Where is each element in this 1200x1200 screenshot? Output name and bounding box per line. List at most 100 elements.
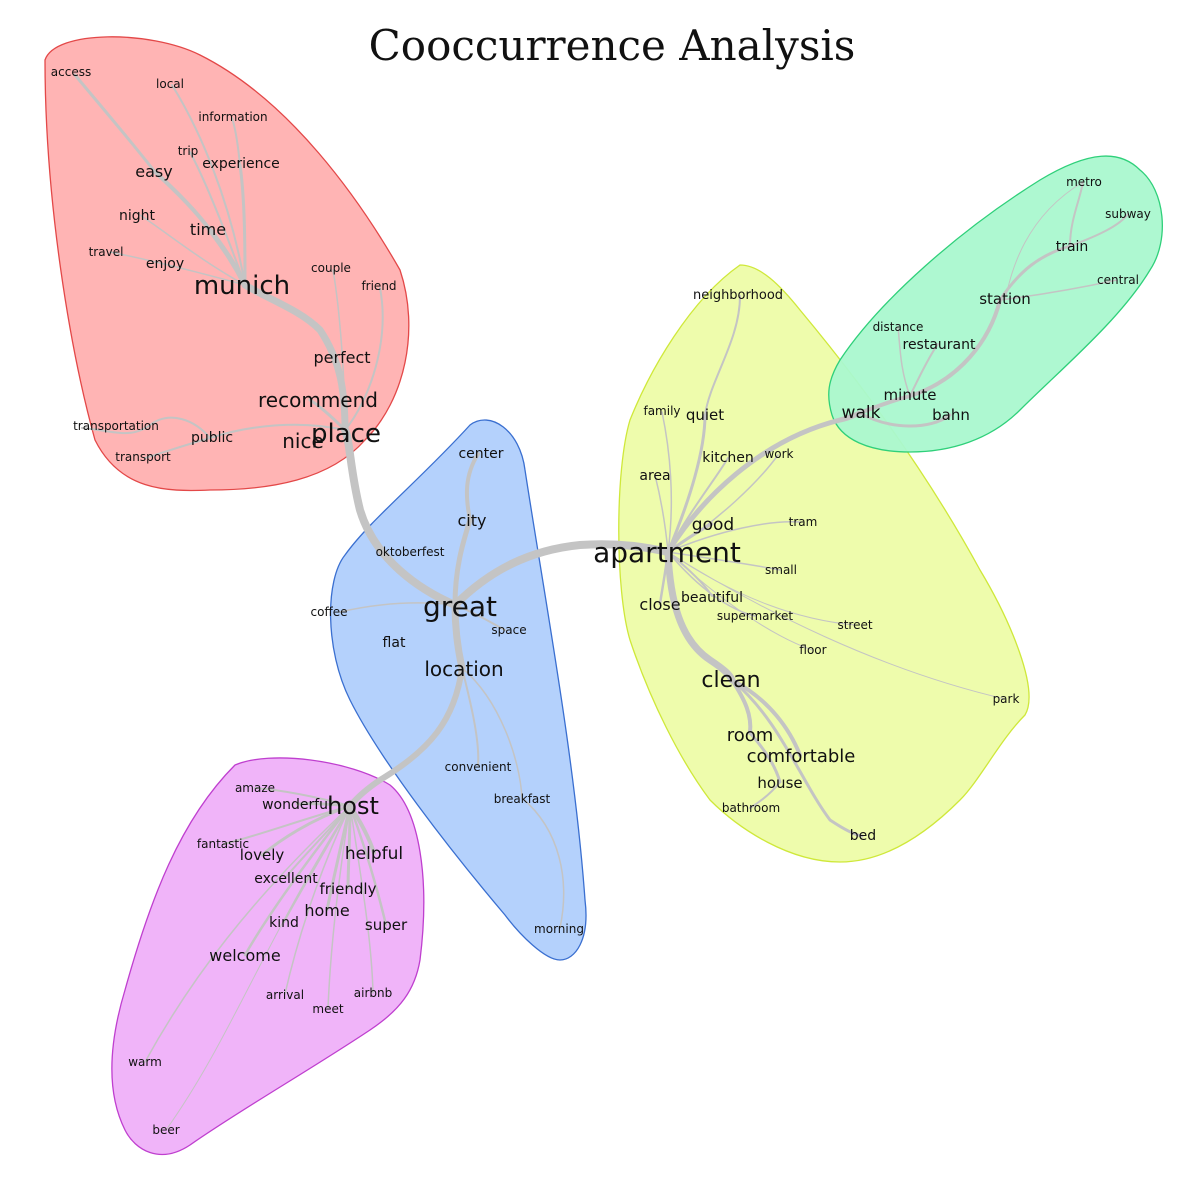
word-friend: friend	[361, 279, 396, 293]
edge-host-airbnb	[349, 805, 374, 994]
edge-apartment-small	[667, 551, 781, 571]
word-public: public	[191, 430, 233, 446]
word-distance: distance	[873, 320, 924, 334]
word-close: close	[639, 595, 680, 614]
edge-host-super	[348, 804, 388, 927]
edge-place-munich	[241, 281, 349, 434]
edge-host-amaze	[254, 787, 351, 807]
edge-train-metro	[1069, 181, 1084, 247]
word-host: host	[327, 792, 379, 820]
edge-apartment-area	[654, 474, 669, 553]
edge-station-central	[999, 279, 1118, 301]
word-small: small	[765, 563, 797, 577]
word-wonderful: wonderful	[262, 797, 332, 813]
edge-city-center	[464, 452, 480, 522]
word-local: local	[156, 77, 184, 91]
word-recommend: recommend	[258, 388, 378, 412]
edge-munich-night	[139, 214, 246, 286]
edge-room-house	[748, 731, 782, 784]
edge-munich-local	[171, 84, 246, 286]
edge-quiet-neighborhood	[704, 295, 741, 416]
word-time: time	[190, 220, 226, 239]
edge-apartment-quiet	[666, 413, 707, 554]
word-amaze: amaze	[235, 781, 275, 795]
word-friendly: friendly	[320, 880, 377, 898]
word-easy: easy	[135, 162, 172, 181]
word-work: work	[764, 447, 793, 461]
word-street: street	[837, 618, 872, 632]
edge-host-home	[325, 804, 352, 912]
edge-public-transportation	[81, 416, 211, 439]
word-minute: minute	[884, 386, 937, 404]
word-transportation: transportation	[73, 419, 159, 433]
word-station: station	[979, 290, 1031, 308]
word-morning: morning	[534, 922, 584, 936]
edge-apartment-kitchen	[667, 457, 729, 553]
edge-host-arrival	[284, 805, 351, 995]
edge-host-friendly	[346, 804, 352, 890]
edge-apartment-family	[661, 411, 673, 553]
word-tram: tram	[789, 515, 818, 529]
edge-minute-station	[908, 298, 1002, 398]
edge-clean-bed	[730, 678, 864, 838]
word-restaurant: restaurant	[903, 337, 977, 353]
word-apartment: apartment	[593, 536, 741, 569]
word-floor: floor	[799, 643, 826, 657]
word-home: home	[304, 901, 349, 920]
edge-apartment-clean	[664, 548, 736, 684]
word-park: park	[993, 692, 1020, 706]
edge-experience-information	[231, 117, 241, 166]
word-coffee: coffee	[311, 605, 348, 619]
word-supermarket: supermarket	[717, 609, 793, 623]
word-metro: metro	[1066, 175, 1102, 189]
word-space: space	[491, 623, 526, 637]
word-clean: clean	[701, 668, 760, 693]
word-good: good	[692, 515, 734, 535]
word-quiet: quiet	[686, 406, 724, 424]
word-kind: kind	[269, 915, 299, 931]
chart-title: Cooccurrence Analysis	[369, 21, 856, 70]
edge-host-lovely	[260, 804, 352, 857]
edge-minute-distance	[897, 326, 911, 397]
edge-clean-comfortable	[730, 678, 802, 757]
word-room: room	[727, 725, 774, 746]
word-convenient: convenient	[445, 760, 512, 774]
edge-great-location	[451, 601, 466, 672]
edge-host-welcome	[243, 804, 352, 957]
word-excellent: excellent	[254, 871, 318, 887]
word-experience: experience	[202, 156, 280, 172]
edges	[73, 73, 1129, 1131]
edge-easy-access	[73, 73, 157, 174]
word-center: center	[458, 446, 503, 462]
word-breakfast: breakfast	[494, 792, 551, 806]
word-arrival: arrival	[266, 988, 304, 1002]
word-transport: transport	[115, 450, 171, 464]
edge-recommend	[308, 398, 347, 432]
edge-breakfast-morning	[521, 797, 565, 929]
edge-house-bathroom	[749, 781, 781, 809]
word-great: great	[423, 590, 497, 623]
edge-munich-experience	[238, 163, 247, 287]
word-area: area	[639, 468, 670, 484]
edge-great-city	[452, 517, 473, 608]
edge-metro-loop	[1004, 181, 1084, 301]
word-labels: access local information trip experience…	[51, 65, 1151, 1137]
edge-warm-beer	[165, 805, 351, 1131]
word-house: house	[757, 774, 802, 792]
word-warm: warm	[128, 1055, 162, 1069]
edge-station-train	[998, 244, 1072, 302]
edge-train-subway	[1069, 213, 1129, 247]
edge-public-transport	[144, 437, 211, 459]
cluster-hull-magenta	[111, 757, 425, 1156]
edge-street-park	[667, 551, 1006, 700]
edge-great-coffee	[339, 602, 456, 613]
word-family: family	[643, 404, 680, 418]
edge-host-kind	[283, 805, 351, 923]
edge-great-apartment	[451, 540, 672, 609]
word-fantastic: fantastic	[197, 837, 249, 851]
edge-apartment-floor	[667, 551, 813, 651]
edge-time-easy	[153, 170, 212, 232]
word-perfect: perfect	[313, 348, 370, 367]
edge-location-breakfast	[461, 667, 523, 799]
